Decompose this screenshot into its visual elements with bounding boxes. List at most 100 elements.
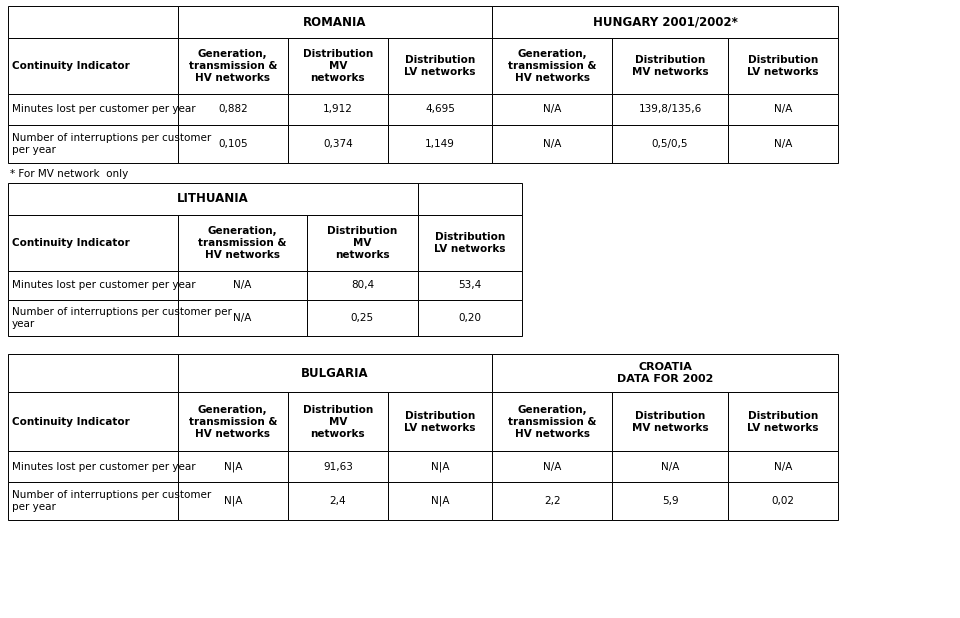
Text: N/A: N/A [543,462,562,472]
Bar [8,482,178,520]
Text: 1,912: 1,912 [323,104,353,114]
Text: LITHUANIA: LITHUANIA [177,192,249,206]
Text: Distribution
MV
networks: Distribution MV networks [327,226,397,260]
Bar [492,94,612,125]
Text: 91,63: 91,63 [323,462,353,472]
Bar [492,354,838,392]
Bar [8,300,178,336]
Bar [492,392,612,451]
Bar [418,300,522,336]
Bar [8,6,178,38]
Text: Distribution
MV networks: Distribution MV networks [632,55,708,77]
Text: N/A: N/A [543,104,562,114]
Text: Generation,
transmission &
HV networks: Generation, transmission & HV networks [198,226,287,260]
Text: CROATIA
DATA FOR 2002: CROATIA DATA FOR 2002 [617,362,713,384]
Text: Distribution
MV
networks: Distribution MV networks [302,405,373,439]
Bar [8,38,178,94]
Bar [307,271,418,300]
Text: Minutes lost per customer per year: Minutes lost per customer per year [12,104,195,114]
Bar [307,300,418,336]
Text: N|A: N|A [224,496,242,506]
Bar [728,38,838,94]
Text: Distribution
LV networks: Distribution LV networks [747,55,819,77]
Text: N/A: N/A [543,139,562,149]
Text: N/A: N/A [774,462,792,472]
Bar [288,392,388,451]
Bar [388,482,492,520]
Bar [388,392,492,451]
Bar [178,125,288,163]
Text: N/A: N/A [774,139,792,149]
Text: N/A: N/A [774,104,792,114]
Bar [612,451,728,482]
Text: 0,882: 0,882 [218,104,248,114]
Bar [388,94,492,125]
Text: 4,695: 4,695 [425,104,455,114]
Text: 53,4: 53,4 [458,280,482,290]
Bar [178,451,288,482]
Bar [178,271,307,300]
Bar [728,392,838,451]
Text: N|A: N|A [431,496,449,506]
Bar [307,215,418,271]
Bar [8,183,418,215]
Text: 0,5/0,5: 0,5/0,5 [652,139,688,149]
Bar [492,451,612,482]
Text: 0,02: 0,02 [772,496,794,506]
Text: * For MV network  only: * For MV network only [10,169,128,179]
Text: N|A: N|A [431,462,449,472]
Text: Continuity Indicator: Continuity Indicator [12,417,130,427]
Text: Distribution
MV
networks: Distribution MV networks [302,49,373,83]
Text: 2,4: 2,4 [329,496,347,506]
Bar [178,482,288,520]
Text: HUNGARY 2001/2002*: HUNGARY 2001/2002* [593,15,737,29]
Text: Continuity Indicator: Continuity Indicator [12,61,130,71]
Bar [492,125,612,163]
Bar [178,354,492,392]
Bar [728,125,838,163]
Bar [8,451,178,482]
Text: Minutes lost per customer per year: Minutes lost per customer per year [12,280,195,290]
Text: Number of interruptions per customer
per year: Number of interruptions per customer per… [12,133,211,155]
Bar [8,215,178,271]
Text: ROMANIA: ROMANIA [303,15,367,29]
Bar [178,6,492,38]
Text: Minutes lost per customer per year: Minutes lost per customer per year [12,462,195,472]
Bar [728,94,838,125]
Text: 0,105: 0,105 [218,139,248,149]
Text: Distribution
MV networks: Distribution MV networks [632,411,708,433]
Text: 80,4: 80,4 [350,280,374,290]
Bar [178,392,288,451]
Text: 5,9: 5,9 [661,496,679,506]
Text: Distribution
LV networks: Distribution LV networks [404,55,476,77]
Text: Distribution
LV networks: Distribution LV networks [404,411,476,433]
Text: N|A: N|A [224,462,242,472]
Bar [388,451,492,482]
Bar [288,94,388,125]
Text: 2,2: 2,2 [544,496,561,506]
Bar [612,94,728,125]
Text: Generation,
transmission &
HV networks: Generation, transmission & HV networks [508,405,597,439]
Text: 1,149: 1,149 [425,139,455,149]
Text: Continuity Indicator: Continuity Indicator [12,238,130,248]
Bar [612,392,728,451]
Bar [178,215,307,271]
Bar [288,451,388,482]
Bar [418,215,522,271]
Text: N/A: N/A [660,462,680,472]
Bar [728,482,838,520]
Bar [288,125,388,163]
Text: Generation,
transmission &
HV networks: Generation, transmission & HV networks [188,405,277,439]
Text: 0,20: 0,20 [459,313,481,323]
Text: Distribution
LV networks: Distribution LV networks [434,232,506,254]
Text: Number of interruptions per customer
per year: Number of interruptions per customer per… [12,490,211,512]
Bar [8,125,178,163]
Text: Number of interruptions per customer per
year: Number of interruptions per customer per… [12,307,231,329]
Bar [288,38,388,94]
Text: Distribution
LV networks: Distribution LV networks [747,411,819,433]
Bar [8,94,178,125]
Bar [388,38,492,94]
Bar [178,94,288,125]
Bar [612,125,728,163]
Bar [492,6,838,38]
